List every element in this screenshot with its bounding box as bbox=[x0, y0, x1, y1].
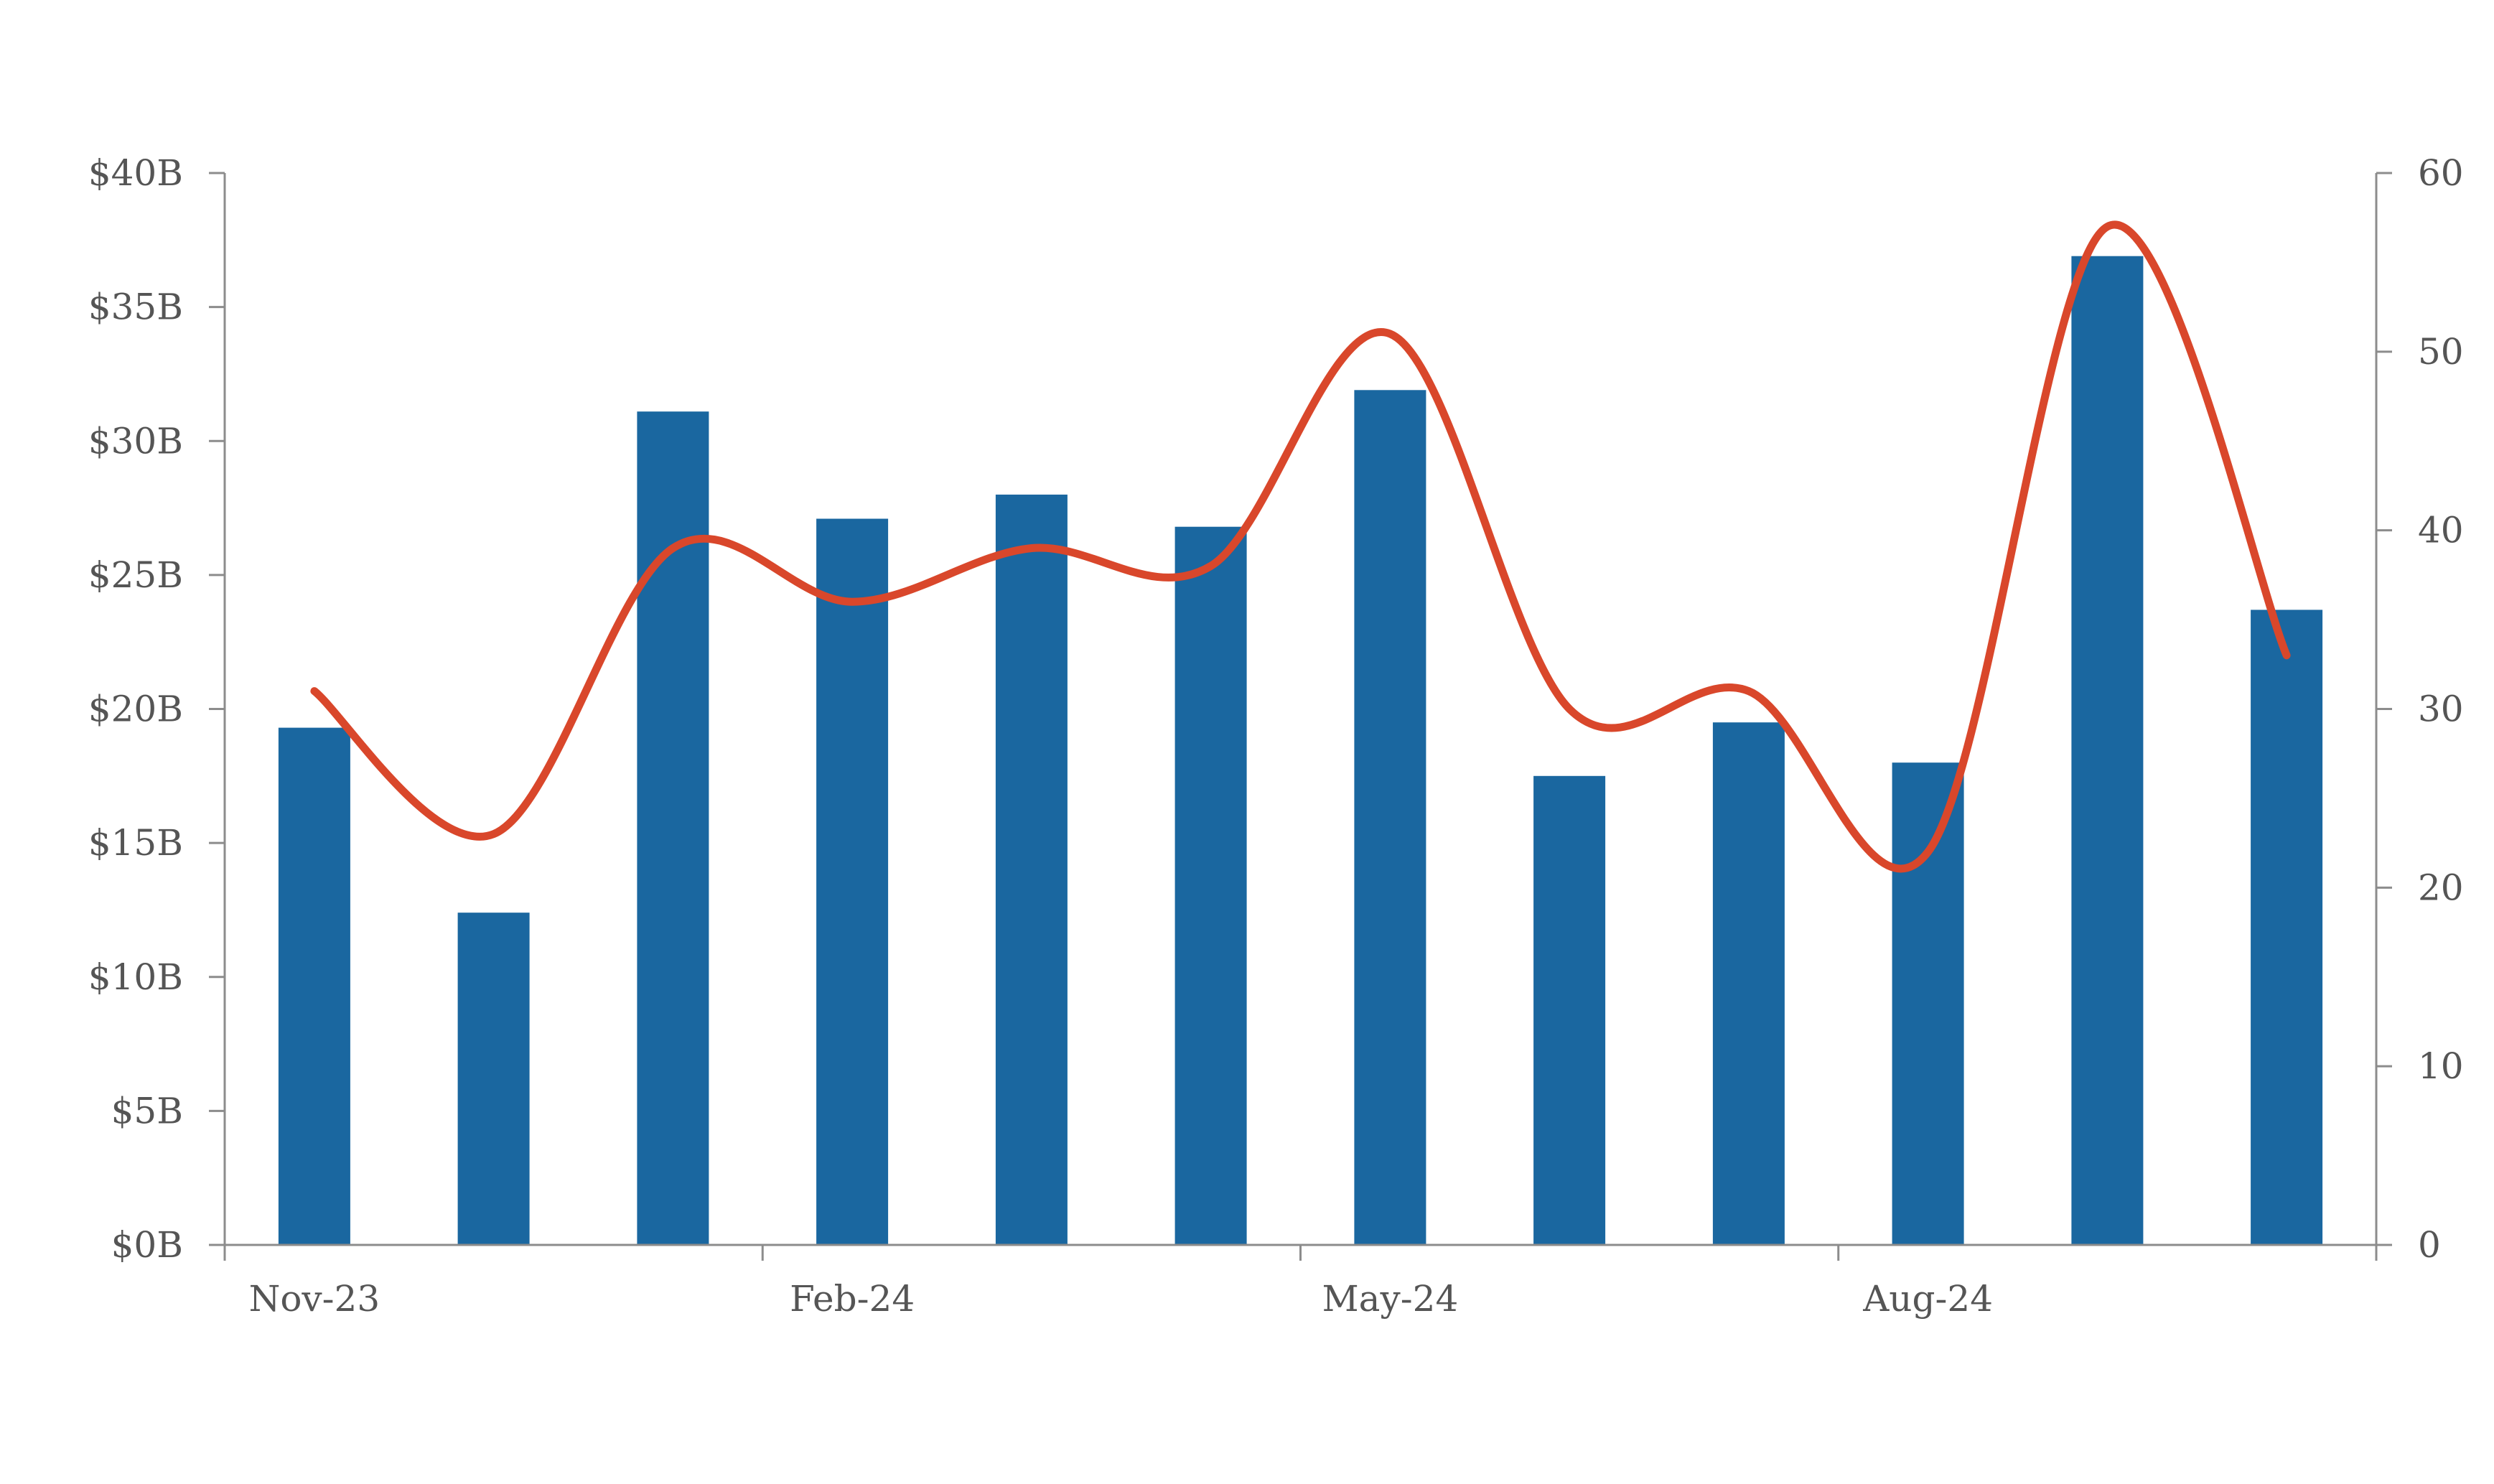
line-series bbox=[310, 220, 2291, 873]
left-tick-label: $30B bbox=[88, 420, 183, 462]
line-layer bbox=[310, 220, 2291, 873]
x-tick-label: May-24 bbox=[1322, 1278, 1458, 1320]
bar-Aug-24 bbox=[1892, 762, 1964, 1245]
right-tick-label: 30 bbox=[2418, 689, 2464, 730]
left-tick-label: $25B bbox=[88, 554, 183, 596]
bar-Jun-24 bbox=[1533, 775, 1606, 1245]
left-tick-label: $15B bbox=[88, 822, 183, 864]
x-tick-label: Aug-24 bbox=[1862, 1278, 1993, 1320]
right-tick-label: 40 bbox=[2418, 510, 2464, 551]
right-tick-label: 50 bbox=[2418, 331, 2464, 373]
right-tick-label: 0 bbox=[2418, 1224, 2441, 1266]
x-tick-label: Nov-23 bbox=[249, 1278, 380, 1320]
left-tick-label: $10B bbox=[88, 956, 183, 998]
bar-Oct-24 bbox=[2251, 610, 2323, 1245]
left-tick-label: $5B bbox=[111, 1090, 183, 1131]
bar-Jul-24 bbox=[1712, 722, 1785, 1245]
bar-Mar-24 bbox=[995, 494, 1068, 1245]
bar-Sep-24 bbox=[2071, 256, 2144, 1246]
right-tick-label: 60 bbox=[2418, 152, 2464, 194]
right-tick-label: 10 bbox=[2418, 1045, 2464, 1087]
left-tick-label: $40B bbox=[88, 152, 183, 194]
bar-Apr-24 bbox=[1174, 526, 1247, 1245]
bar-Feb-24 bbox=[816, 518, 889, 1245]
bars-layer bbox=[278, 256, 2323, 1246]
bar-Dec-23 bbox=[457, 913, 530, 1245]
right-tick-label: 20 bbox=[2418, 867, 2464, 908]
axes-layer: $0B $5B $10B $15B $20B $25B $30B $35B $40B 0 10 20 3… bbox=[88, 152, 2464, 1320]
left-tick-label: $35B bbox=[88, 286, 183, 328]
bar-May-24 bbox=[1354, 390, 1426, 1245]
bar-Nov-23 bbox=[278, 727, 350, 1245]
x-tick-label: Feb-24 bbox=[790, 1278, 915, 1320]
left-tick-label: $0B bbox=[111, 1224, 183, 1266]
left-tick-label: $20B bbox=[88, 689, 183, 730]
